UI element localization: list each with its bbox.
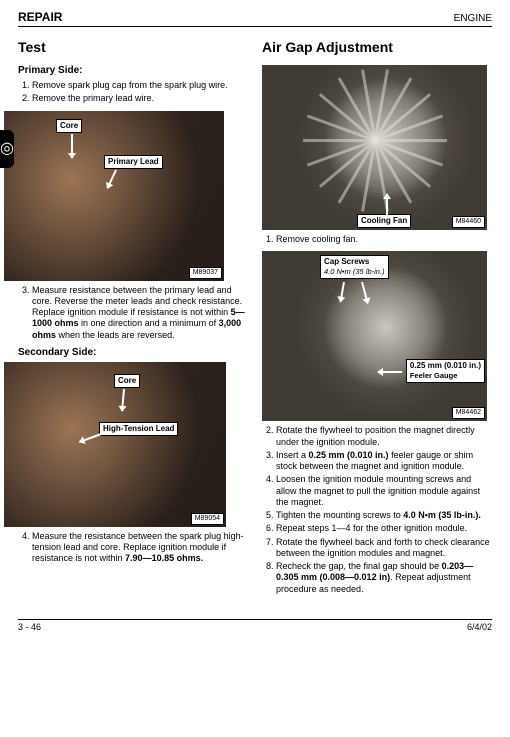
- right-step-1: Remove cooling fan.: [262, 234, 492, 245]
- step: Tighten the mounting screws to 4.0 N•m (…: [276, 510, 492, 521]
- fan-icon: [295, 65, 455, 219]
- primary-step-3: Measure resistance between the primary l…: [18, 285, 248, 341]
- secondary-heading: Secondary Side:: [18, 347, 248, 358]
- photo-id: M84462: [452, 407, 485, 419]
- callout-feeler: 0.25 mm (0.010 in.) Feeler Gauge: [406, 359, 485, 383]
- right-title: Air Gap Adjustment: [262, 39, 492, 55]
- page: ◎ REPAIR ENGINE Test Primary Side: Remov…: [0, 0, 510, 640]
- page-footer: 3 - 46 6/4/02: [18, 619, 492, 632]
- callout-ht-lead: High-Tension Lead: [99, 422, 178, 436]
- step: Remove the primary lead wire.: [32, 93, 248, 104]
- secondary-step-4: Measure the resistance between the spark…: [18, 531, 248, 565]
- photo-id: M89037: [189, 267, 222, 279]
- step: Loosen the ignition module mounting scre…: [276, 474, 492, 508]
- step: Insert a 0.25 mm (0.010 in.) feeler gaug…: [276, 450, 492, 473]
- arrow: [378, 371, 402, 373]
- step: Measure resistance between the primary l…: [32, 285, 248, 341]
- footer-right: 6/4/02: [467, 622, 492, 632]
- photo-primary: Core Primary Lead M89037: [4, 111, 224, 281]
- left-title: Test: [18, 39, 248, 55]
- header-right: ENGINE: [454, 13, 492, 24]
- arrow: [71, 134, 73, 158]
- header-left: REPAIR: [18, 10, 62, 24]
- photo-bg: [4, 111, 224, 281]
- callout-sub: 4.0 N•m (35 lb-in.): [324, 267, 385, 277]
- left-column: Test Primary Side: Remove spark plug cap…: [18, 37, 248, 601]
- step: Remove cooling fan.: [276, 234, 492, 245]
- step: Recheck the gap, the final gap should be…: [276, 561, 492, 595]
- photo-secondary: Core High-Tension Lead M89054: [4, 362, 226, 527]
- callout-cap-screws: Cap Screws 4.0 N•m (35 lb-in.): [320, 255, 389, 279]
- photo-cooling-fan: Cooling Fan M84460: [262, 65, 487, 230]
- arrow: [386, 194, 388, 216]
- callout-primary-lead: Primary Lead: [104, 155, 163, 169]
- primary-steps-1-2: Remove spark plug cap from the spark plu…: [18, 80, 248, 105]
- callout-core: Core: [56, 119, 82, 133]
- step: Rotate the flywheel to position the magn…: [276, 425, 492, 448]
- photo-cap-screws: Cap Screws 4.0 N•m (35 lb-in.) 0.25 mm (…: [262, 251, 487, 421]
- step: Repeat steps 1—4 for the other ignition …: [276, 523, 492, 534]
- callout-label: Cap Screws: [324, 257, 369, 266]
- step: Rotate the flywheel back and forth to ch…: [276, 537, 492, 560]
- photo-id: M89054: [191, 513, 224, 525]
- columns: Test Primary Side: Remove spark plug cap…: [18, 37, 492, 601]
- callout-core: Core: [114, 374, 140, 388]
- callout-sub: Feeler Gauge: [410, 371, 481, 381]
- footer-left: 3 - 46: [18, 622, 41, 632]
- callout-label: 0.25 mm (0.010 in.): [410, 361, 481, 370]
- right-column: Air Gap Adjustment Cooling Fan M84460: [262, 37, 492, 601]
- right-steps-2-8: Rotate the flywheel to position the magn…: [262, 425, 492, 595]
- callout-cooling-fan: Cooling Fan: [357, 214, 411, 228]
- section-tab: ◎: [0, 130, 14, 168]
- primary-heading: Primary Side:: [18, 65, 248, 76]
- photo-id: M84460: [452, 216, 485, 228]
- step: Measure the resistance between the spark…: [32, 531, 248, 565]
- page-header: REPAIR ENGINE: [18, 10, 492, 27]
- step: Remove spark plug cap from the spark plu…: [32, 80, 248, 91]
